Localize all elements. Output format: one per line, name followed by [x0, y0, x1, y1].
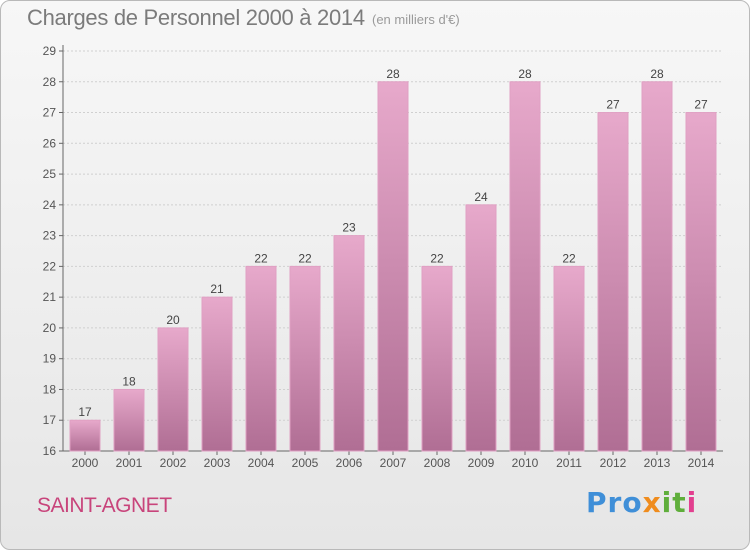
bars	[69, 81, 717, 452]
chart-subtitle: (en milliers d'€)	[372, 12, 460, 27]
value-label: 22	[298, 251, 312, 265]
value-label: 21	[210, 282, 224, 296]
value-label: 22	[430, 251, 444, 265]
logo-part: it	[661, 486, 687, 519]
x-tick-labels: 2000 2001 2002 2003 2004 2005 2006 2007 2008 2009…	[72, 456, 715, 470]
y-tick-label: 16	[43, 444, 57, 458]
bar	[465, 204, 497, 452]
value-label: 28	[650, 67, 664, 81]
logo-part: x	[642, 486, 662, 519]
y-tick-label: 27	[43, 106, 57, 120]
bar	[421, 265, 453, 452]
value-label: 22	[254, 251, 268, 265]
bar	[201, 296, 233, 452]
town-name: SAINT-AGNET	[37, 494, 172, 517]
bar	[685, 112, 717, 452]
bar	[509, 81, 541, 452]
logo-part: i	[686, 486, 698, 519]
y-tick-label: 29	[43, 44, 57, 58]
x-tick-label: 2006	[336, 456, 363, 470]
x-tick-label: 2013	[644, 456, 671, 470]
bar	[245, 265, 277, 452]
y-tick-label: 22	[43, 259, 57, 273]
bar	[377, 81, 409, 452]
bar	[641, 81, 673, 452]
value-label: 27	[606, 98, 620, 112]
x-tick-label: 2004	[248, 456, 275, 470]
bar	[157, 327, 189, 452]
value-label: 20	[166, 313, 180, 327]
value-label: 18	[122, 374, 136, 388]
y-tick-label: 19	[43, 352, 57, 366]
y-tick-label: 24	[43, 198, 57, 212]
y-tick-label: 20	[43, 321, 57, 335]
x-tick-label: 2014	[688, 456, 715, 470]
bar	[113, 388, 145, 452]
x-tick-label: 2000	[72, 456, 99, 470]
x-tick-label: 2010	[512, 456, 539, 470]
x-tick-label: 2011	[556, 456, 582, 470]
y-tick-label: 25	[43, 167, 57, 181]
y-tick-label: 21	[43, 290, 57, 304]
y-tick-labels: 16 17 18 19 20 21 22 23 24 25 26 27 28 29	[43, 44, 57, 458]
y-tick-label: 18	[43, 382, 57, 396]
value-labels: 17 18 20 21 22 22 23 28 22 24 28 22 27 28 27	[78, 67, 708, 419]
value-label: 22	[562, 251, 576, 265]
x-tick-label: 2009	[468, 456, 495, 470]
bar	[333, 235, 365, 452]
x-tick-label: 2008	[424, 456, 451, 470]
bar	[289, 265, 321, 452]
chart-title: Charges de Personnel 2000 à 2014	[27, 5, 365, 30]
proxiti-logo: Proxiti	[586, 486, 697, 519]
logo-part: Pro	[586, 486, 643, 519]
x-tick-label: 2002	[160, 456, 187, 470]
value-label: 17	[78, 405, 92, 419]
value-label: 28	[518, 67, 532, 81]
value-label: 24	[474, 190, 488, 204]
value-label: 27	[694, 98, 708, 112]
x-tick-label: 2001	[116, 456, 143, 470]
bar	[69, 419, 101, 452]
x-tick-label: 2005	[292, 456, 319, 470]
value-label: 23	[342, 221, 356, 235]
x-tick-label: 2012	[600, 456, 627, 470]
y-tick-label: 17	[43, 413, 57, 427]
value-label: 28	[386, 67, 400, 81]
bar	[553, 265, 585, 452]
bar	[597, 112, 629, 452]
x-tick-label: 2003	[204, 456, 231, 470]
y-tick-label: 23	[43, 229, 57, 243]
y-tick-label: 28	[43, 75, 57, 89]
y-tick-label: 26	[43, 136, 57, 150]
x-tick-label: 2007	[380, 456, 407, 470]
